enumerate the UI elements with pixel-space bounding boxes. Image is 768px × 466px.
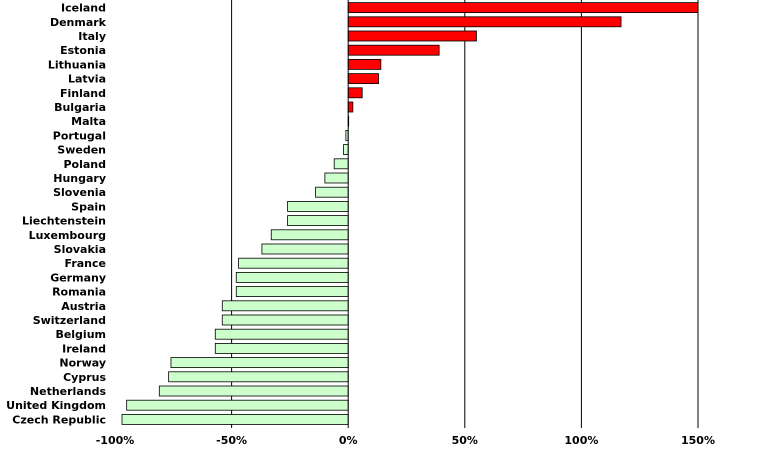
x-tick-label: 100%: [564, 434, 598, 447]
category-label: Ireland: [62, 342, 106, 355]
category-label: Germany: [50, 271, 106, 284]
category-label: Denmark: [50, 16, 107, 29]
bar: [347, 2, 699, 13]
bar: [347, 16, 622, 28]
category-label: Finland: [60, 87, 106, 100]
bar: [214, 328, 349, 340]
category-label: Bulgaria: [54, 101, 106, 114]
category-label: Iceland: [61, 2, 106, 15]
bar: [235, 286, 349, 298]
bar: [214, 342, 349, 354]
category-label: United Kingdom: [6, 399, 106, 412]
bar: [158, 385, 349, 397]
bar: [270, 229, 349, 241]
category-label: Cyprus: [63, 371, 106, 384]
bar: [121, 413, 349, 425]
category-label: Czech Republic: [12, 413, 106, 426]
x-tick-label: -100%: [96, 434, 135, 447]
bar: [347, 87, 363, 99]
bar-layer: [121, 2, 699, 425]
category-label: Spain: [71, 200, 106, 213]
category-label: Malta: [71, 115, 106, 128]
grid-layer: [231, 0, 699, 428]
bar: [347, 101, 354, 113]
category-label: Hungary: [53, 172, 106, 185]
bar: [221, 314, 349, 326]
bar: [347, 44, 440, 56]
x-tick-label: 150%: [681, 434, 715, 447]
bar: [168, 371, 349, 383]
bar: [170, 357, 349, 369]
bar: [347, 59, 382, 70]
category-label: Romania: [52, 286, 106, 299]
category-label: Norway: [59, 357, 106, 370]
category-label: Austria: [61, 300, 106, 313]
bar: [324, 172, 349, 184]
category-label: Netherlands: [30, 385, 107, 398]
bar: [287, 200, 349, 212]
bar: [287, 215, 349, 227]
x-tick-label: -50%: [216, 434, 247, 447]
category-label: Belgium: [55, 328, 106, 341]
x-tick-label: 50%: [452, 434, 478, 447]
category-label: Estonia: [60, 44, 106, 57]
category-label: Liechtenstein: [22, 215, 106, 228]
category-label: Portugal: [53, 129, 106, 142]
bar: [238, 257, 349, 269]
bar: [221, 300, 349, 312]
bar: [235, 271, 349, 283]
category-label: Sweden: [57, 144, 106, 157]
bar: [333, 158, 349, 170]
category-label: France: [65, 257, 106, 270]
category-label: Luxembourg: [29, 229, 106, 242]
category-label: Slovenia: [53, 186, 106, 199]
category-label: Latvia: [68, 73, 106, 86]
category-label: Poland: [63, 158, 106, 171]
category-label: Italy: [78, 30, 106, 43]
bar: [315, 186, 349, 198]
bar: [343, 144, 349, 156]
x-tick-label: 0%: [339, 434, 358, 447]
bar: [261, 243, 349, 255]
category-label: Lithuania: [48, 58, 106, 71]
bar: [347, 30, 477, 42]
tick-labels: -100% -50% 0% 50% 100% 150%: [96, 434, 715, 447]
category-label: Switzerland: [33, 314, 106, 327]
bar: [347, 73, 379, 84]
category-label: Slovakia: [54, 243, 106, 256]
bar: [126, 399, 349, 411]
